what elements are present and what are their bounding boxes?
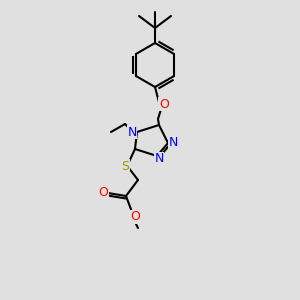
Text: O: O — [159, 98, 169, 110]
Text: O: O — [98, 185, 108, 199]
Text: N: N — [127, 125, 137, 139]
Text: S: S — [121, 160, 129, 172]
Text: N: N — [154, 152, 164, 166]
Text: O: O — [130, 211, 140, 224]
Text: N: N — [168, 136, 178, 149]
